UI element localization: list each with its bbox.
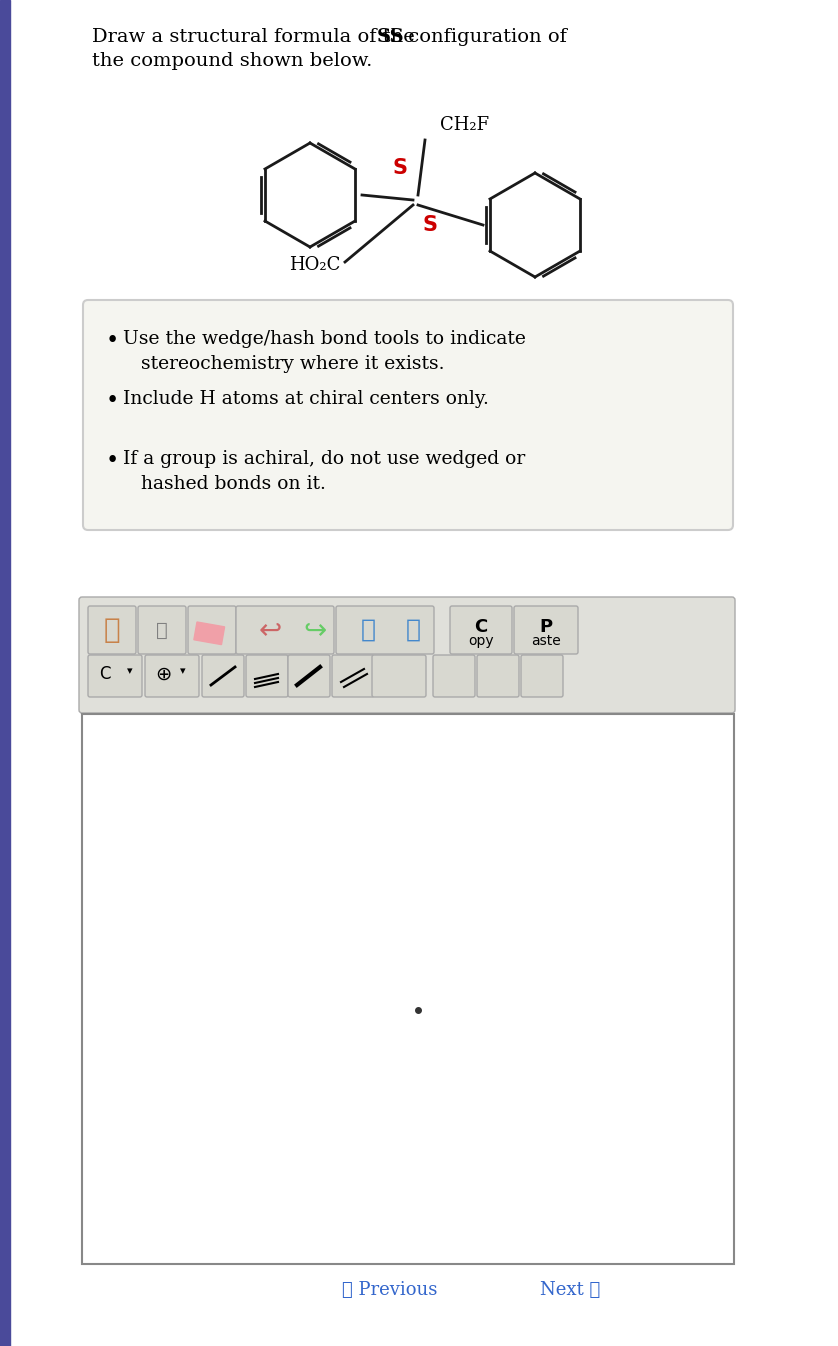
Text: 🧪: 🧪	[156, 621, 168, 639]
Text: •: •	[106, 330, 119, 353]
Text: ▾: ▾	[180, 666, 186, 676]
FancyBboxPatch shape	[332, 656, 374, 697]
FancyBboxPatch shape	[88, 606, 136, 654]
Text: Use the wedge/hash bond tools to indicate
   stereochemistry where it exists.: Use the wedge/hash bond tools to indicat…	[123, 330, 526, 373]
Text: opy: opy	[468, 634, 494, 647]
FancyBboxPatch shape	[336, 606, 434, 654]
FancyBboxPatch shape	[138, 606, 186, 654]
Text: •: •	[106, 450, 119, 472]
Text: 🔎: 🔎	[406, 618, 421, 642]
Text: ↪: ↪	[303, 616, 327, 643]
FancyBboxPatch shape	[450, 606, 512, 654]
Bar	[194, 622, 225, 645]
Text: 🔍: 🔍	[360, 618, 375, 642]
FancyBboxPatch shape	[145, 656, 199, 697]
Text: ▾: ▾	[127, 666, 132, 676]
Text: S: S	[422, 215, 437, 236]
FancyBboxPatch shape	[188, 606, 236, 654]
Text: •: •	[106, 390, 119, 412]
Text: ❮ Previous: ❮ Previous	[342, 1281, 437, 1299]
FancyBboxPatch shape	[288, 656, 330, 697]
FancyBboxPatch shape	[246, 656, 288, 697]
FancyBboxPatch shape	[372, 656, 426, 697]
FancyBboxPatch shape	[433, 656, 475, 697]
Text: ↩: ↩	[258, 616, 282, 643]
FancyBboxPatch shape	[521, 656, 563, 697]
Text: ⊕: ⊕	[155, 665, 172, 684]
FancyBboxPatch shape	[202, 656, 244, 697]
Text: SS: SS	[377, 28, 405, 46]
FancyBboxPatch shape	[514, 606, 578, 654]
FancyBboxPatch shape	[79, 598, 735, 713]
Text: HO₂C: HO₂C	[288, 256, 340, 275]
Text: configuration of: configuration of	[402, 28, 566, 46]
Text: C: C	[474, 618, 488, 637]
Text: C: C	[99, 665, 111, 682]
Text: aste: aste	[531, 634, 561, 647]
FancyBboxPatch shape	[477, 656, 519, 697]
Bar	[82, 713, 734, 1264]
Text: If a group is achiral, do not use wedged or
   hashed bonds on it.: If a group is achiral, do not use wedged…	[123, 450, 525, 493]
FancyBboxPatch shape	[88, 656, 142, 697]
Text: the compound shown below.: the compound shown below.	[92, 52, 372, 70]
Text: P: P	[540, 618, 552, 637]
Text: Include H atoms at chiral centers only.: Include H atoms at chiral centers only.	[123, 390, 489, 408]
Text: Next ❯: Next ❯	[540, 1281, 600, 1299]
FancyBboxPatch shape	[83, 300, 733, 530]
Text: ✋: ✋	[104, 616, 121, 643]
Text: Draw a structural formula of the: Draw a structural formula of the	[92, 28, 421, 46]
Bar	[0, 0, 10, 1346]
Text: S: S	[392, 157, 407, 178]
FancyBboxPatch shape	[236, 606, 334, 654]
Text: CH₂F: CH₂F	[440, 116, 489, 135]
